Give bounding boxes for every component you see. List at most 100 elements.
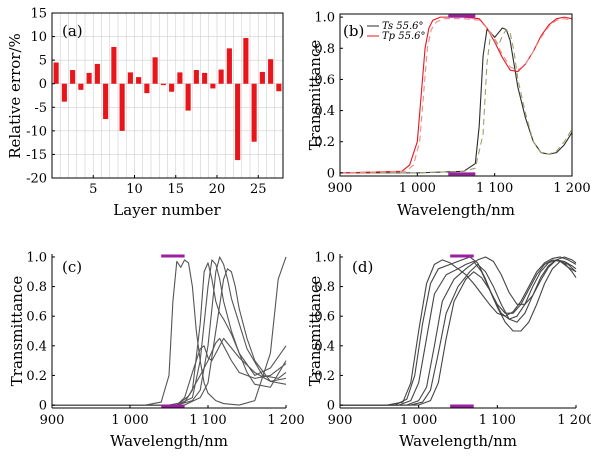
ytick-label: 0.4 (314, 339, 335, 354)
bar-layer-2 (61, 83, 67, 102)
xtick-label: 1 200 (557, 413, 591, 428)
panel-c-letter: (c) (62, 258, 82, 276)
ytick-label: 0.8 (314, 42, 335, 57)
bar-layer-6 (94, 63, 100, 84)
bar-layer-20 (210, 83, 216, 89)
panel-b-lines (339, 16, 573, 174)
ytick-label: 1.0 (26, 250, 47, 265)
xtick-label: 20 (209, 182, 226, 197)
series-line-5 (52, 268, 287, 406)
bar-layer-7 (103, 83, 109, 120)
panel-d-xlabel: Wavelength/nm (399, 432, 517, 450)
panel-b-ticks: 0 0.2 0.4 0.6 0.8 1.0 900 1 000 1 100 1 200 (314, 11, 590, 196)
ytick-label: -20 (26, 172, 47, 187)
ytick-label: 15 (30, 7, 47, 22)
panel-c-xlabel: Wavelength/nm (110, 432, 228, 450)
ytick-label: 0.4 (314, 104, 335, 119)
series-line-3 (339, 16, 573, 174)
panel-c: 0 0.2 0.4 0.6 0.8 1.0 900 1 000 1 100 1 200 (c) W… (8, 250, 305, 450)
bar-layer-28 (276, 83, 282, 92)
bar-layer-3 (70, 70, 76, 84)
panel-d: 0 0.2 0.4 0.6 0.8 1.0 900 1 000 1 100 1 200 (d) W… (306, 250, 591, 450)
xtick-label: 15 (167, 182, 184, 197)
panel-b-xlabel: Wavelength/nm (397, 201, 515, 219)
series-line-7 (52, 337, 287, 406)
bar-layer-1 (53, 62, 59, 84)
panel-b-legend: Ts 55.6° Tp 55.6° (367, 21, 426, 42)
legend-label-tp: Tp 55.6° (382, 31, 426, 42)
ytick-label: -15 (26, 148, 47, 163)
panel-a: -20 -15 -10 -5 0 5 10 15 5 10 15 20 25 (a) Layer num… (6, 7, 284, 219)
series-line-3 (52, 259, 287, 406)
panel-a-xlabel: Layer number (113, 201, 221, 219)
ytick-label: 0.4 (26, 339, 47, 354)
bar-layer-26 (259, 71, 265, 84)
bar-layer-8 (111, 46, 117, 84)
xtick-label: 900 (328, 413, 353, 428)
panel-c-bands (161, 254, 185, 408)
bar-layer-19 (202, 72, 208, 84)
panel-a-bars (53, 37, 282, 161)
series-line-6 (52, 337, 287, 406)
bar-layer-13 (152, 57, 158, 84)
bar-layer-17 (185, 83, 191, 111)
panel-a-ticks: -20 -15 -10 -5 0 5 10 15 5 10 15 20 25 (26, 7, 266, 198)
ytick-label: 0.8 (314, 280, 335, 295)
series-line-1 (52, 256, 287, 406)
bar-layer-12 (144, 83, 150, 94)
series-line-4 (339, 18, 573, 174)
bar-layer-9 (119, 83, 125, 131)
bar-layer-16 (177, 72, 183, 84)
xtick-label: 1 100 (476, 181, 513, 196)
ytick-label: -10 (26, 124, 47, 139)
ytick-label: 0.6 (314, 73, 335, 88)
panel-b-letter: (b) (343, 22, 364, 40)
panel-c-ticks: 0 0.2 0.4 0.6 0.8 1.0 900 1 000 1 100 1 200 (26, 250, 304, 428)
ytick-label: 0.6 (314, 310, 335, 325)
ytick-label: 0.2 (314, 369, 335, 384)
bar-layer-24 (243, 37, 249, 84)
panel-b-plot-area (340, 14, 572, 176)
xtick-label: 1 100 (479, 413, 516, 428)
ytick-label: 5 (39, 54, 47, 69)
panel-b-bands (448, 14, 476, 176)
panel-d-ylabel: Transmittance (306, 276, 324, 387)
panel-d-letter: (d) (352, 258, 373, 276)
ytick-label: -5 (34, 101, 47, 116)
panel-b-frame (339, 13, 573, 177)
panel-a-frame (51, 12, 284, 179)
bar-layer-14 (160, 83, 166, 86)
panel-a-letter: (a) (62, 22, 83, 40)
ytick-label: 0 (327, 399, 335, 414)
ytick-label: 10 (30, 30, 47, 45)
xtick-label: 1 200 (553, 181, 590, 196)
bar-layer-4 (78, 83, 84, 90)
ytick-label: 1.0 (314, 250, 335, 265)
bar-layer-15 (169, 83, 175, 92)
bar-layer-5 (86, 72, 92, 84)
series-line-2 (340, 29, 573, 174)
bar-layer-21 (218, 69, 224, 84)
panel-a-ylabel: Relative error/% (6, 33, 24, 159)
panel-d-lines (340, 256, 577, 406)
bar-layer-23 (235, 83, 241, 161)
ytick-label: 0 (39, 77, 47, 92)
xtick-label: 900 (328, 181, 353, 196)
panel-b: 0 0.2 0.4 0.6 0.8 1.0 900 1 000 1 100 1 200 (b) T… (306, 11, 591, 219)
ytick-label: 1.0 (314, 11, 335, 26)
xtick-label: 900 (40, 413, 65, 428)
xtick-label: 1 200 (267, 413, 304, 428)
xtick-label: 1 100 (189, 413, 226, 428)
panel-b-ylabel: Transmittance (306, 40, 324, 151)
ytick-label: 0 (39, 399, 47, 414)
xtick-label: 1 000 (399, 181, 436, 196)
legend-label-ts: Ts 55.6° (382, 21, 424, 32)
ytick-label: 0 (327, 166, 335, 181)
xtick-label: 1 000 (111, 413, 148, 428)
xtick-label: 1 000 (400, 413, 437, 428)
panel-c-plot-area (52, 254, 286, 408)
xtick-label: 10 (126, 182, 143, 197)
bar-layer-22 (226, 48, 232, 84)
series-line-6 (340, 259, 577, 406)
